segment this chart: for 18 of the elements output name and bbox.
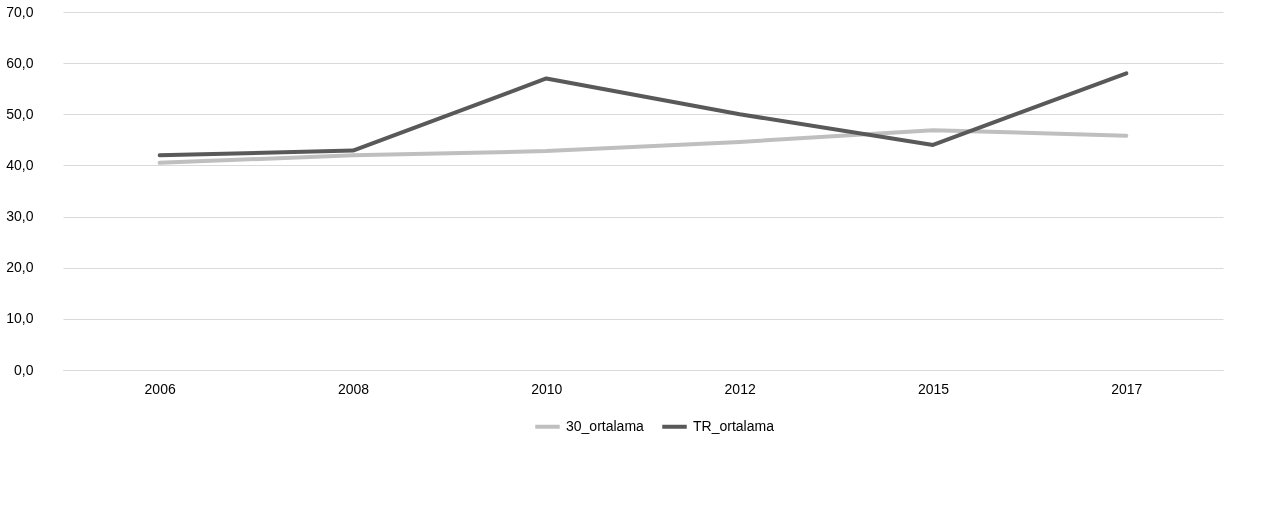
legend-label: TR_ortalama xyxy=(693,417,775,434)
line-series xyxy=(157,128,1129,165)
y-tick-label: 60,0 xyxy=(6,54,34,71)
y-tick-label: 0,0 xyxy=(14,361,34,378)
x-tick-label: 2012 xyxy=(724,380,756,397)
y-tick-label: 40,0 xyxy=(6,156,34,173)
x-tick-label: 2017 xyxy=(1111,380,1143,397)
x-tick-label: 2006 xyxy=(144,380,176,397)
x-tick-label: 2015 xyxy=(917,380,950,397)
x-tick-label: 2010 xyxy=(531,380,563,397)
y-tick-label: 50,0 xyxy=(6,105,34,122)
line-series xyxy=(157,71,1129,158)
y-tick-label: 10,0 xyxy=(6,310,34,327)
legend-label: 30_ortalama xyxy=(566,417,645,434)
x-tick-label: 2008 xyxy=(337,380,370,397)
y-tick-label: 30,0 xyxy=(6,208,34,225)
y-tick-label: 70,0 xyxy=(6,3,34,20)
y-tick-label: 20,0 xyxy=(6,259,34,276)
